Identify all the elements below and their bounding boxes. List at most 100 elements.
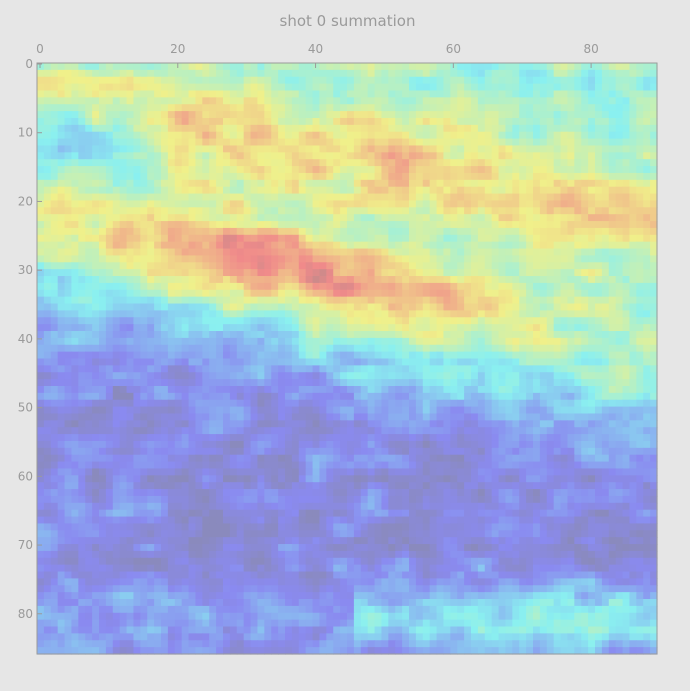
heatmap-cell — [154, 317, 162, 325]
heatmap-cell — [622, 372, 631, 380]
heatmap-cell — [285, 303, 293, 311]
heatmap-cell — [202, 241, 210, 250]
heatmap-cell — [43, 420, 52, 428]
heatmap-cell — [533, 255, 541, 263]
heatmap-cell — [326, 186, 334, 195]
heatmap-cell — [546, 124, 555, 133]
heatmap-cell — [347, 351, 355, 360]
heatmap-cell — [360, 344, 369, 353]
heatmap-cell — [546, 337, 555, 346]
heatmap-cell — [601, 385, 610, 394]
heatmap-cell — [181, 392, 190, 401]
heatmap-cell — [519, 255, 527, 263]
heatmap-cell — [105, 111, 114, 119]
heatmap-cell — [512, 331, 520, 339]
heatmap-cell — [71, 331, 79, 339]
heatmap-cell — [553, 344, 562, 353]
heatmap-cell — [415, 255, 424, 263]
heatmap-cell — [409, 214, 417, 222]
heatmap-cell — [64, 289, 73, 298]
heatmap-cell — [133, 241, 141, 250]
heatmap-cell — [319, 186, 327, 195]
heatmap-cell — [181, 145, 190, 153]
heatmap-cell — [250, 379, 259, 387]
heatmap-cell — [560, 289, 569, 298]
heatmap-cell — [43, 138, 52, 147]
heatmap-cell — [546, 413, 555, 421]
heatmap-cell — [195, 179, 203, 188]
heatmap-cell — [112, 289, 121, 298]
heatmap-cell — [188, 310, 197, 318]
heatmap-cell — [353, 324, 362, 332]
heatmap-cell — [133, 172, 141, 181]
heatmap-cell — [64, 413, 73, 421]
heatmap-cell — [353, 172, 362, 181]
heatmap-cell — [167, 152, 176, 160]
heatmap-cell — [574, 111, 582, 119]
heatmap-cell — [422, 145, 431, 153]
heatmap-cell — [167, 131, 176, 140]
heatmap-cell — [526, 76, 534, 85]
heatmap-cell — [250, 331, 259, 339]
heatmap-cell — [581, 76, 589, 85]
heatmap-cell — [622, 172, 631, 181]
heatmap-cell — [484, 193, 493, 202]
heatmap-cell — [43, 159, 52, 167]
heatmap-cell — [133, 117, 141, 126]
heatmap-cell — [161, 303, 169, 311]
heatmap-cell — [140, 138, 148, 147]
heatmap-cell — [250, 200, 259, 208]
heatmap-cell — [643, 427, 651, 435]
heatmap-cell — [636, 324, 644, 332]
heatmap-cell — [464, 406, 472, 415]
heatmap-cell — [409, 152, 417, 160]
heatmap-cell — [92, 434, 100, 442]
heatmap-cell — [374, 420, 383, 428]
heatmap-cell — [85, 344, 93, 353]
heatmap-cell — [409, 282, 417, 291]
heatmap-cell — [588, 303, 596, 311]
heatmap-cell — [340, 440, 348, 449]
heatmap-cell — [140, 440, 148, 449]
heatmap-cell — [457, 131, 465, 140]
heatmap-cell — [119, 317, 128, 325]
heatmap-cell — [601, 379, 610, 387]
heatmap-cell — [388, 138, 396, 147]
heatmap-cell — [188, 193, 197, 202]
heatmap-cell — [533, 406, 541, 415]
heatmap-cell — [154, 200, 162, 208]
heatmap-cell — [319, 372, 327, 380]
heatmap-cell — [347, 262, 355, 270]
heatmap-cell — [264, 269, 272, 277]
heatmap-cell — [340, 69, 348, 78]
heatmap-cell — [216, 69, 224, 78]
heatmap-cell — [512, 159, 520, 167]
heatmap-cell — [133, 427, 141, 435]
heatmap-cell — [278, 420, 286, 428]
heatmap-cell — [195, 399, 203, 408]
heatmap-cell — [519, 193, 527, 202]
heatmap-cell — [278, 385, 286, 394]
heatmap-cell — [526, 385, 534, 394]
heatmap-cell — [526, 124, 534, 133]
heatmap-cell — [298, 303, 307, 311]
heatmap-cell — [360, 131, 369, 140]
heatmap-cell — [471, 104, 479, 112]
heatmap-cell — [236, 200, 245, 208]
heatmap-cell — [353, 69, 362, 78]
heatmap-cell — [546, 317, 555, 325]
heatmap-cell — [223, 63, 231, 71]
heatmap-cell — [519, 269, 527, 277]
heatmap-cell — [133, 186, 141, 195]
heatmap-cell — [464, 289, 472, 298]
heatmap-cell — [92, 131, 100, 140]
heatmap-cell — [608, 269, 617, 277]
heatmap-cell — [195, 104, 203, 112]
heatmap-cell — [650, 221, 658, 229]
heatmap-cell — [340, 406, 348, 415]
heatmap-cell — [188, 234, 197, 243]
heatmap-cell — [174, 406, 183, 415]
heatmap-cell — [181, 152, 190, 160]
heatmap-cell — [381, 117, 389, 126]
heatmap-cell — [402, 166, 410, 174]
